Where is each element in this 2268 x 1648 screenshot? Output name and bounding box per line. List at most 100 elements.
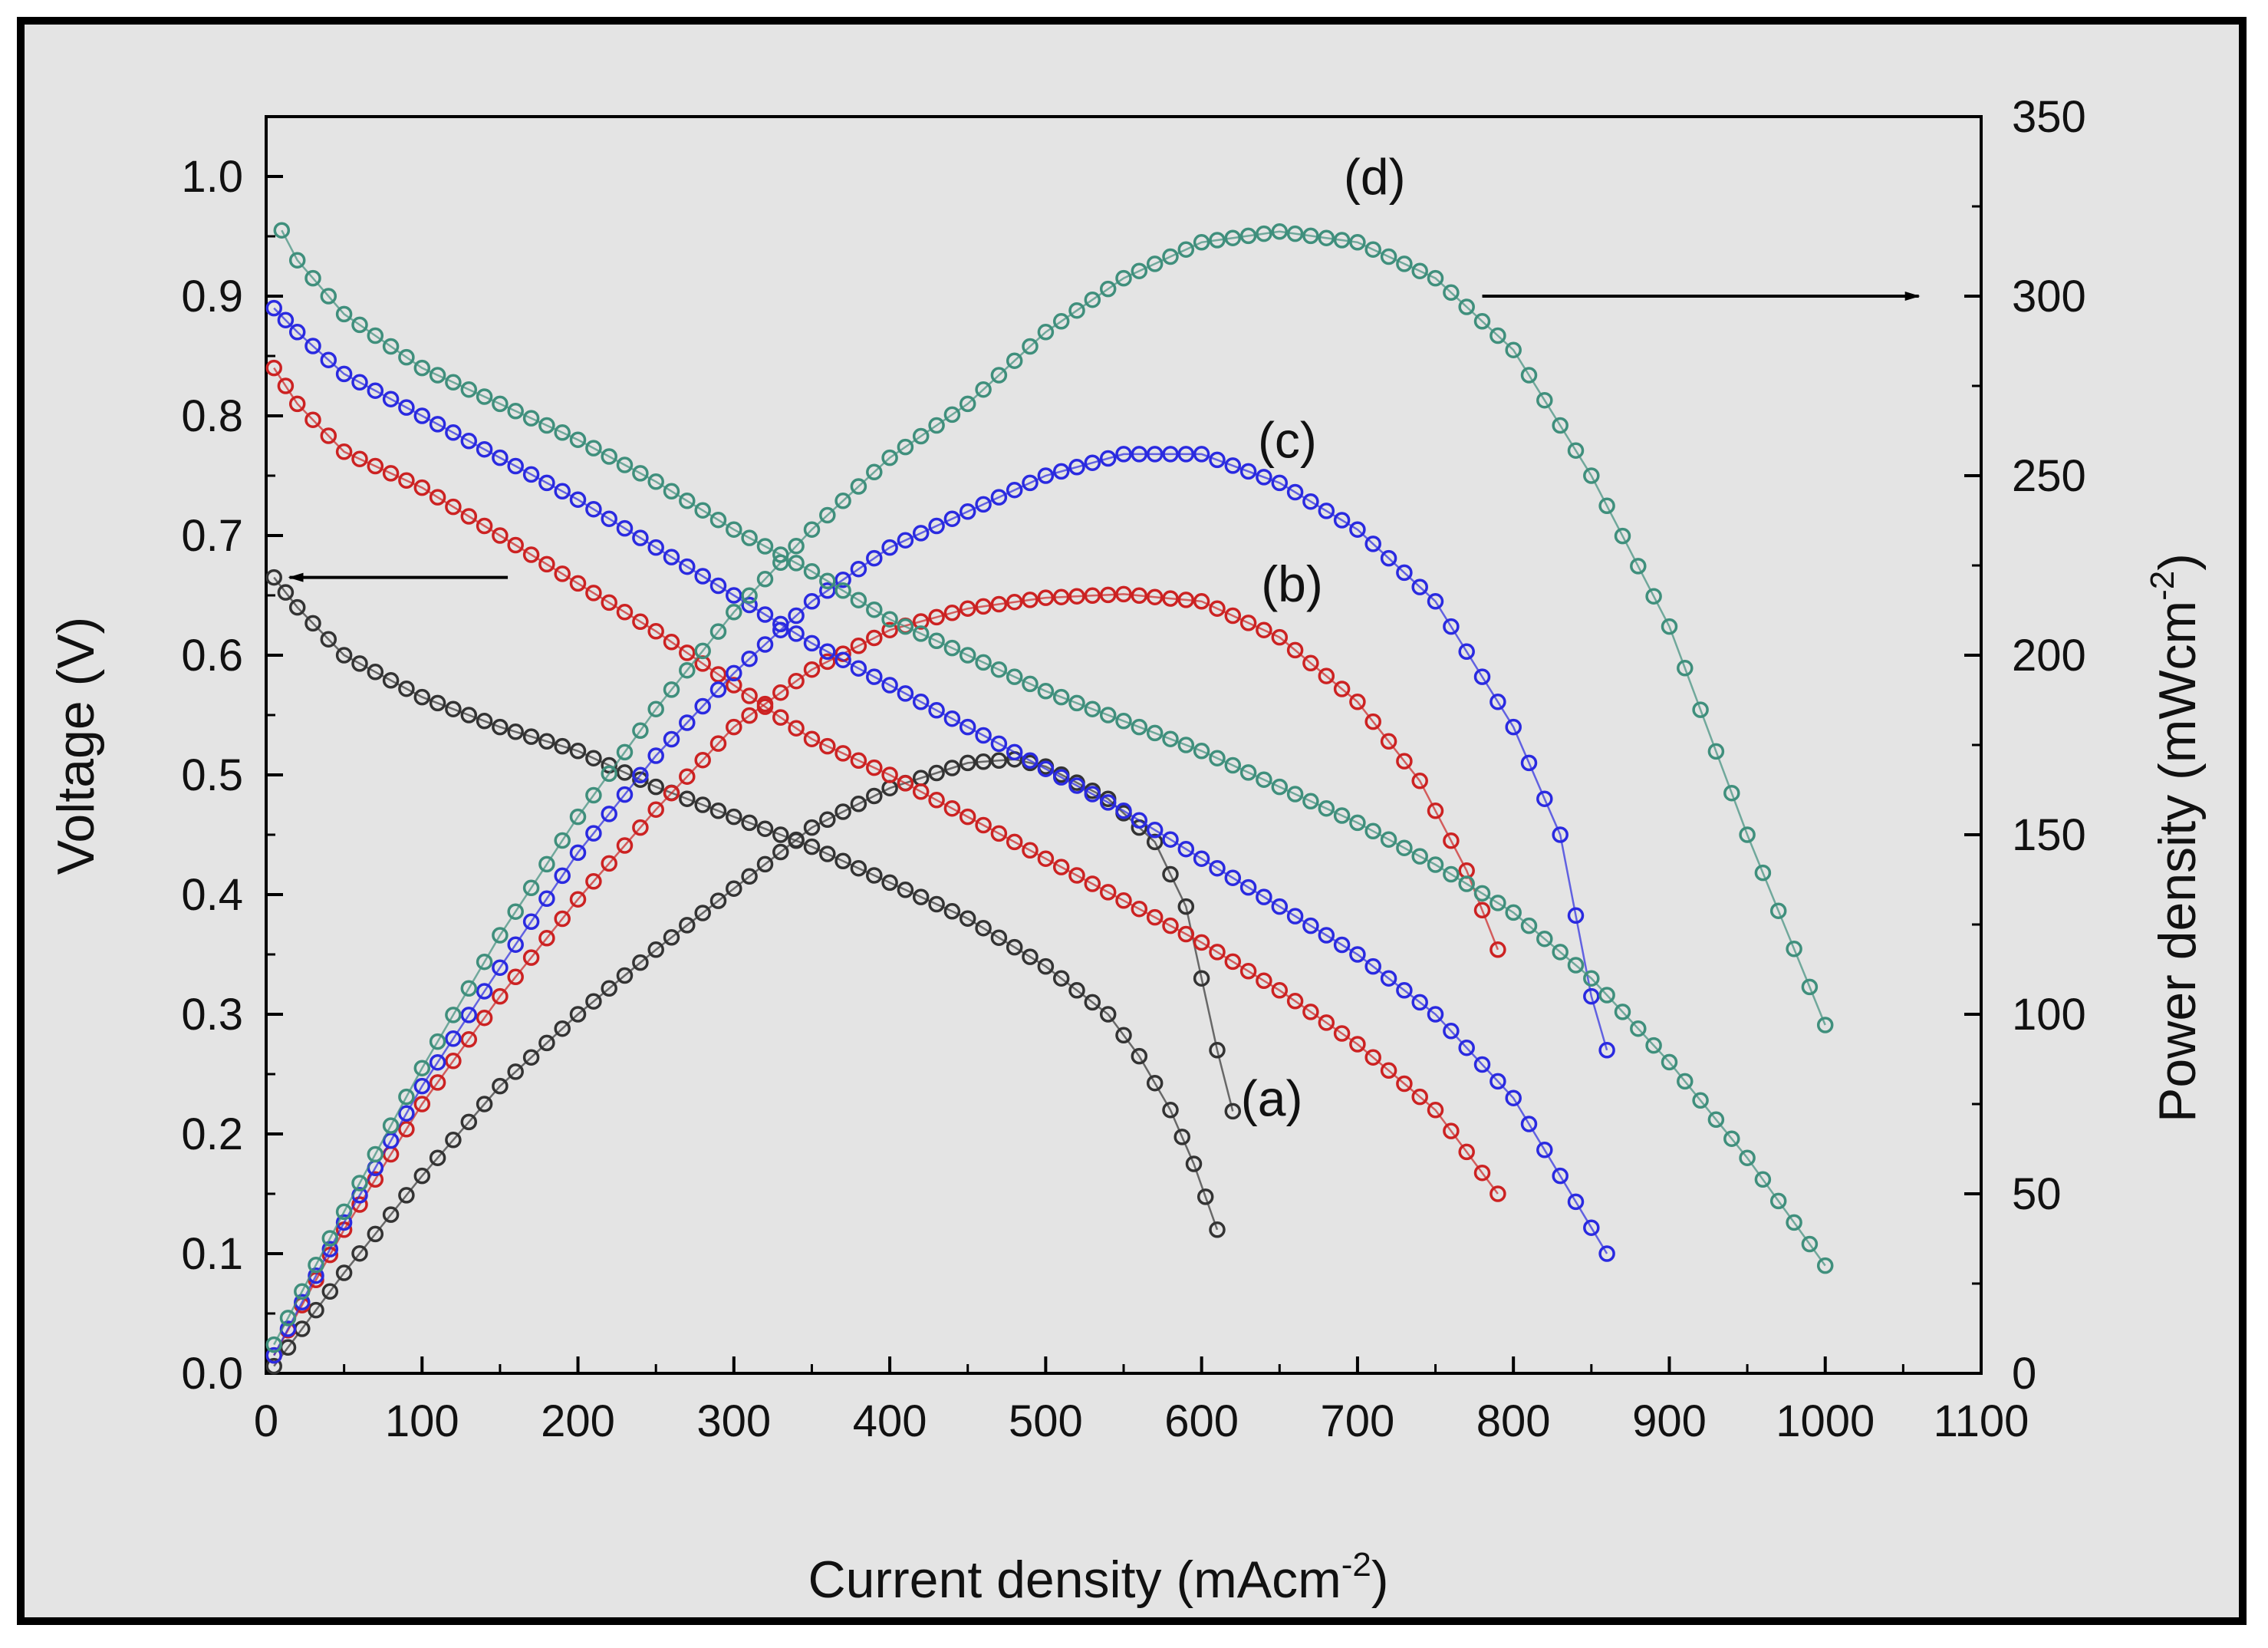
power-point-c: [601, 806, 617, 822]
power-point-d: [943, 406, 961, 424]
power-point-c: [866, 549, 883, 567]
power-point-d: [819, 506, 836, 524]
power-point-c: [1052, 463, 1070, 480]
x-tick-label: 900: [1632, 1396, 1707, 1446]
power-point-a: [413, 1167, 431, 1185]
voltage-point-c: [1224, 869, 1242, 886]
power-point-d: [1177, 241, 1195, 258]
power-point-d: [1052, 313, 1070, 330]
voltage-point-d: [1661, 1053, 1678, 1071]
power-point-c: [538, 890, 555, 908]
voltage-point-c: [1349, 946, 1366, 963]
power-point-c: [1084, 454, 1101, 471]
power-point-a: [616, 967, 634, 984]
voltage-point-c: [741, 596, 758, 614]
voltage-point-c: [788, 625, 805, 642]
power-point-b: [476, 1009, 493, 1027]
voltage-point-b: [1396, 1075, 1413, 1093]
voltage-point-c: [943, 710, 961, 727]
voltage-point-c: [1271, 898, 1289, 915]
voltage-point-d: [819, 572, 836, 590]
voltage-point-a: [1185, 1155, 1203, 1172]
voltage-point-d: [1473, 885, 1491, 902]
voltage-point-a: [709, 803, 727, 819]
power-point-c: [1349, 521, 1366, 538]
power-point-c: [803, 593, 821, 610]
power-point-c: [569, 844, 587, 862]
power-point-c: [335, 1214, 353, 1231]
power-point-b: [959, 600, 976, 617]
power-point-d: [1598, 497, 1615, 515]
power-point-d: [429, 1033, 446, 1050]
power-point-c: [897, 532, 914, 549]
voltage-point-a: [866, 867, 883, 884]
voltage-point-b: [1380, 1062, 1397, 1079]
voltage-point-c: [1458, 1039, 1475, 1056]
voltage-point-d: [1302, 793, 1319, 810]
voltage-point-d: [943, 639, 961, 657]
power-point-a: [1162, 865, 1179, 883]
power-point-c: [445, 1030, 462, 1047]
power-point-c: [308, 1267, 324, 1284]
x-tick-label: 300: [696, 1396, 771, 1446]
voltage-point-a: [351, 655, 368, 672]
voltage-point-d: [1318, 799, 1335, 817]
power-point-a: [726, 880, 742, 897]
power-point-d: [1380, 248, 1397, 265]
voltage-point-d: [382, 338, 400, 355]
power-point-c: [1146, 446, 1164, 463]
power-point-c: [585, 825, 602, 842]
voltage-point-d: [1630, 1020, 1647, 1037]
voltage-point-b: [881, 766, 898, 783]
power-point-d: [1333, 232, 1351, 249]
power-point-a: [788, 831, 805, 849]
voltage-point-d: [1816, 1257, 1834, 1274]
voltage-point-b: [413, 479, 431, 496]
y2-axis-ticks: 0 50 100 150 200 250 300 350: [1964, 92, 2086, 1399]
voltage-point-b: [1458, 1143, 1475, 1161]
voltage-point-c: [1006, 743, 1023, 761]
y-tick-label: 0.3: [181, 990, 243, 1040]
voltage-point-b: [320, 427, 337, 444]
power-point-d: [265, 1336, 282, 1353]
power-point-d: [294, 1283, 311, 1300]
power-line-d: [273, 230, 1826, 1346]
power-point-d: [507, 903, 524, 920]
voltage-point-d: [569, 431, 587, 448]
voltage-point-d: [522, 410, 540, 427]
power-point-d: [679, 661, 696, 679]
voltage-point-c: [1536, 1142, 1553, 1159]
voltage-point-b: [1052, 859, 1070, 875]
voltage-point-d: [1411, 848, 1428, 865]
voltage-point-a: [382, 672, 400, 689]
voltage-point-a: [741, 814, 758, 832]
power-point-c: [1380, 549, 1397, 567]
power-point-b: [803, 661, 821, 678]
voltage-point-d: [554, 424, 571, 441]
voltage-point-d: [1131, 718, 1148, 736]
voltage-point-c: [351, 374, 368, 391]
power-point-b: [647, 801, 664, 818]
voltage-point-c: [1099, 794, 1117, 811]
power-point-c: [1162, 446, 1179, 463]
voltage-point-a: [897, 882, 914, 898]
power-point-b: [1177, 592, 1195, 608]
voltage-point-d: [413, 359, 431, 377]
power-point-d: [351, 1175, 368, 1192]
power-point-a: [460, 1113, 478, 1131]
voltage-point-b: [866, 759, 883, 776]
power-point-d: [1115, 269, 1132, 287]
power-point-b: [460, 1031, 478, 1048]
voltage-point-d: [1224, 756, 1242, 774]
power-point-c: [943, 510, 961, 527]
voltage-point-a: [277, 584, 295, 601]
voltage-point-a: [507, 723, 524, 740]
y-tick-label: 0.2: [181, 1109, 243, 1159]
y2-tick-label: 300: [2012, 272, 2086, 321]
power-point-c: [819, 582, 836, 599]
voltage-point-b: [1333, 1025, 1351, 1042]
voltage-point-d: [803, 563, 821, 580]
voltage-point-b: [1022, 842, 1039, 859]
power-point-c: [492, 959, 509, 976]
voltage-point-a: [522, 728, 540, 745]
